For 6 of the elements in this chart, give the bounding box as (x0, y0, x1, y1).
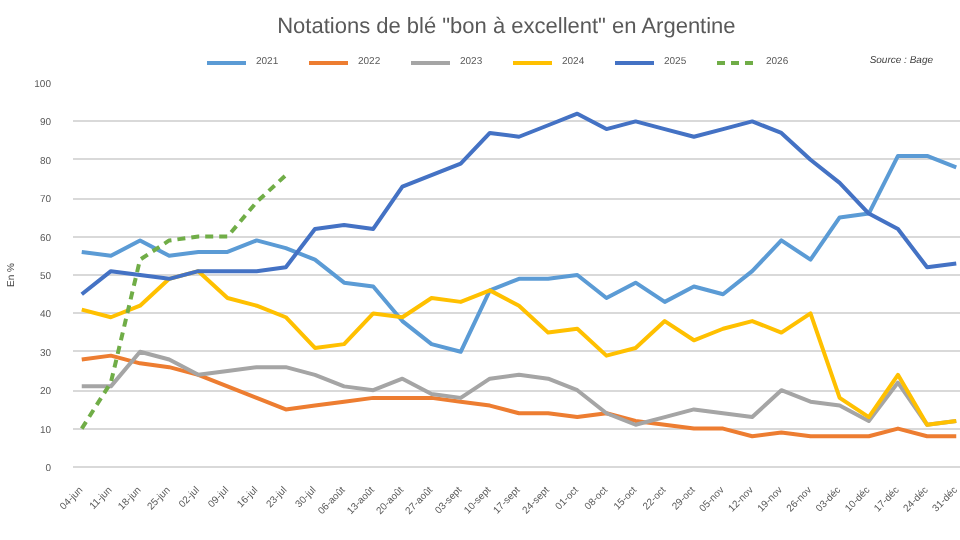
line-series (79, 153, 959, 354)
line-series (79, 269, 959, 427)
line-series (79, 111, 959, 297)
chart-title: Notations de blé "bon à excellent" en Argentine (277, 15, 736, 39)
line-series (79, 353, 959, 439)
line-series (79, 173, 288, 431)
